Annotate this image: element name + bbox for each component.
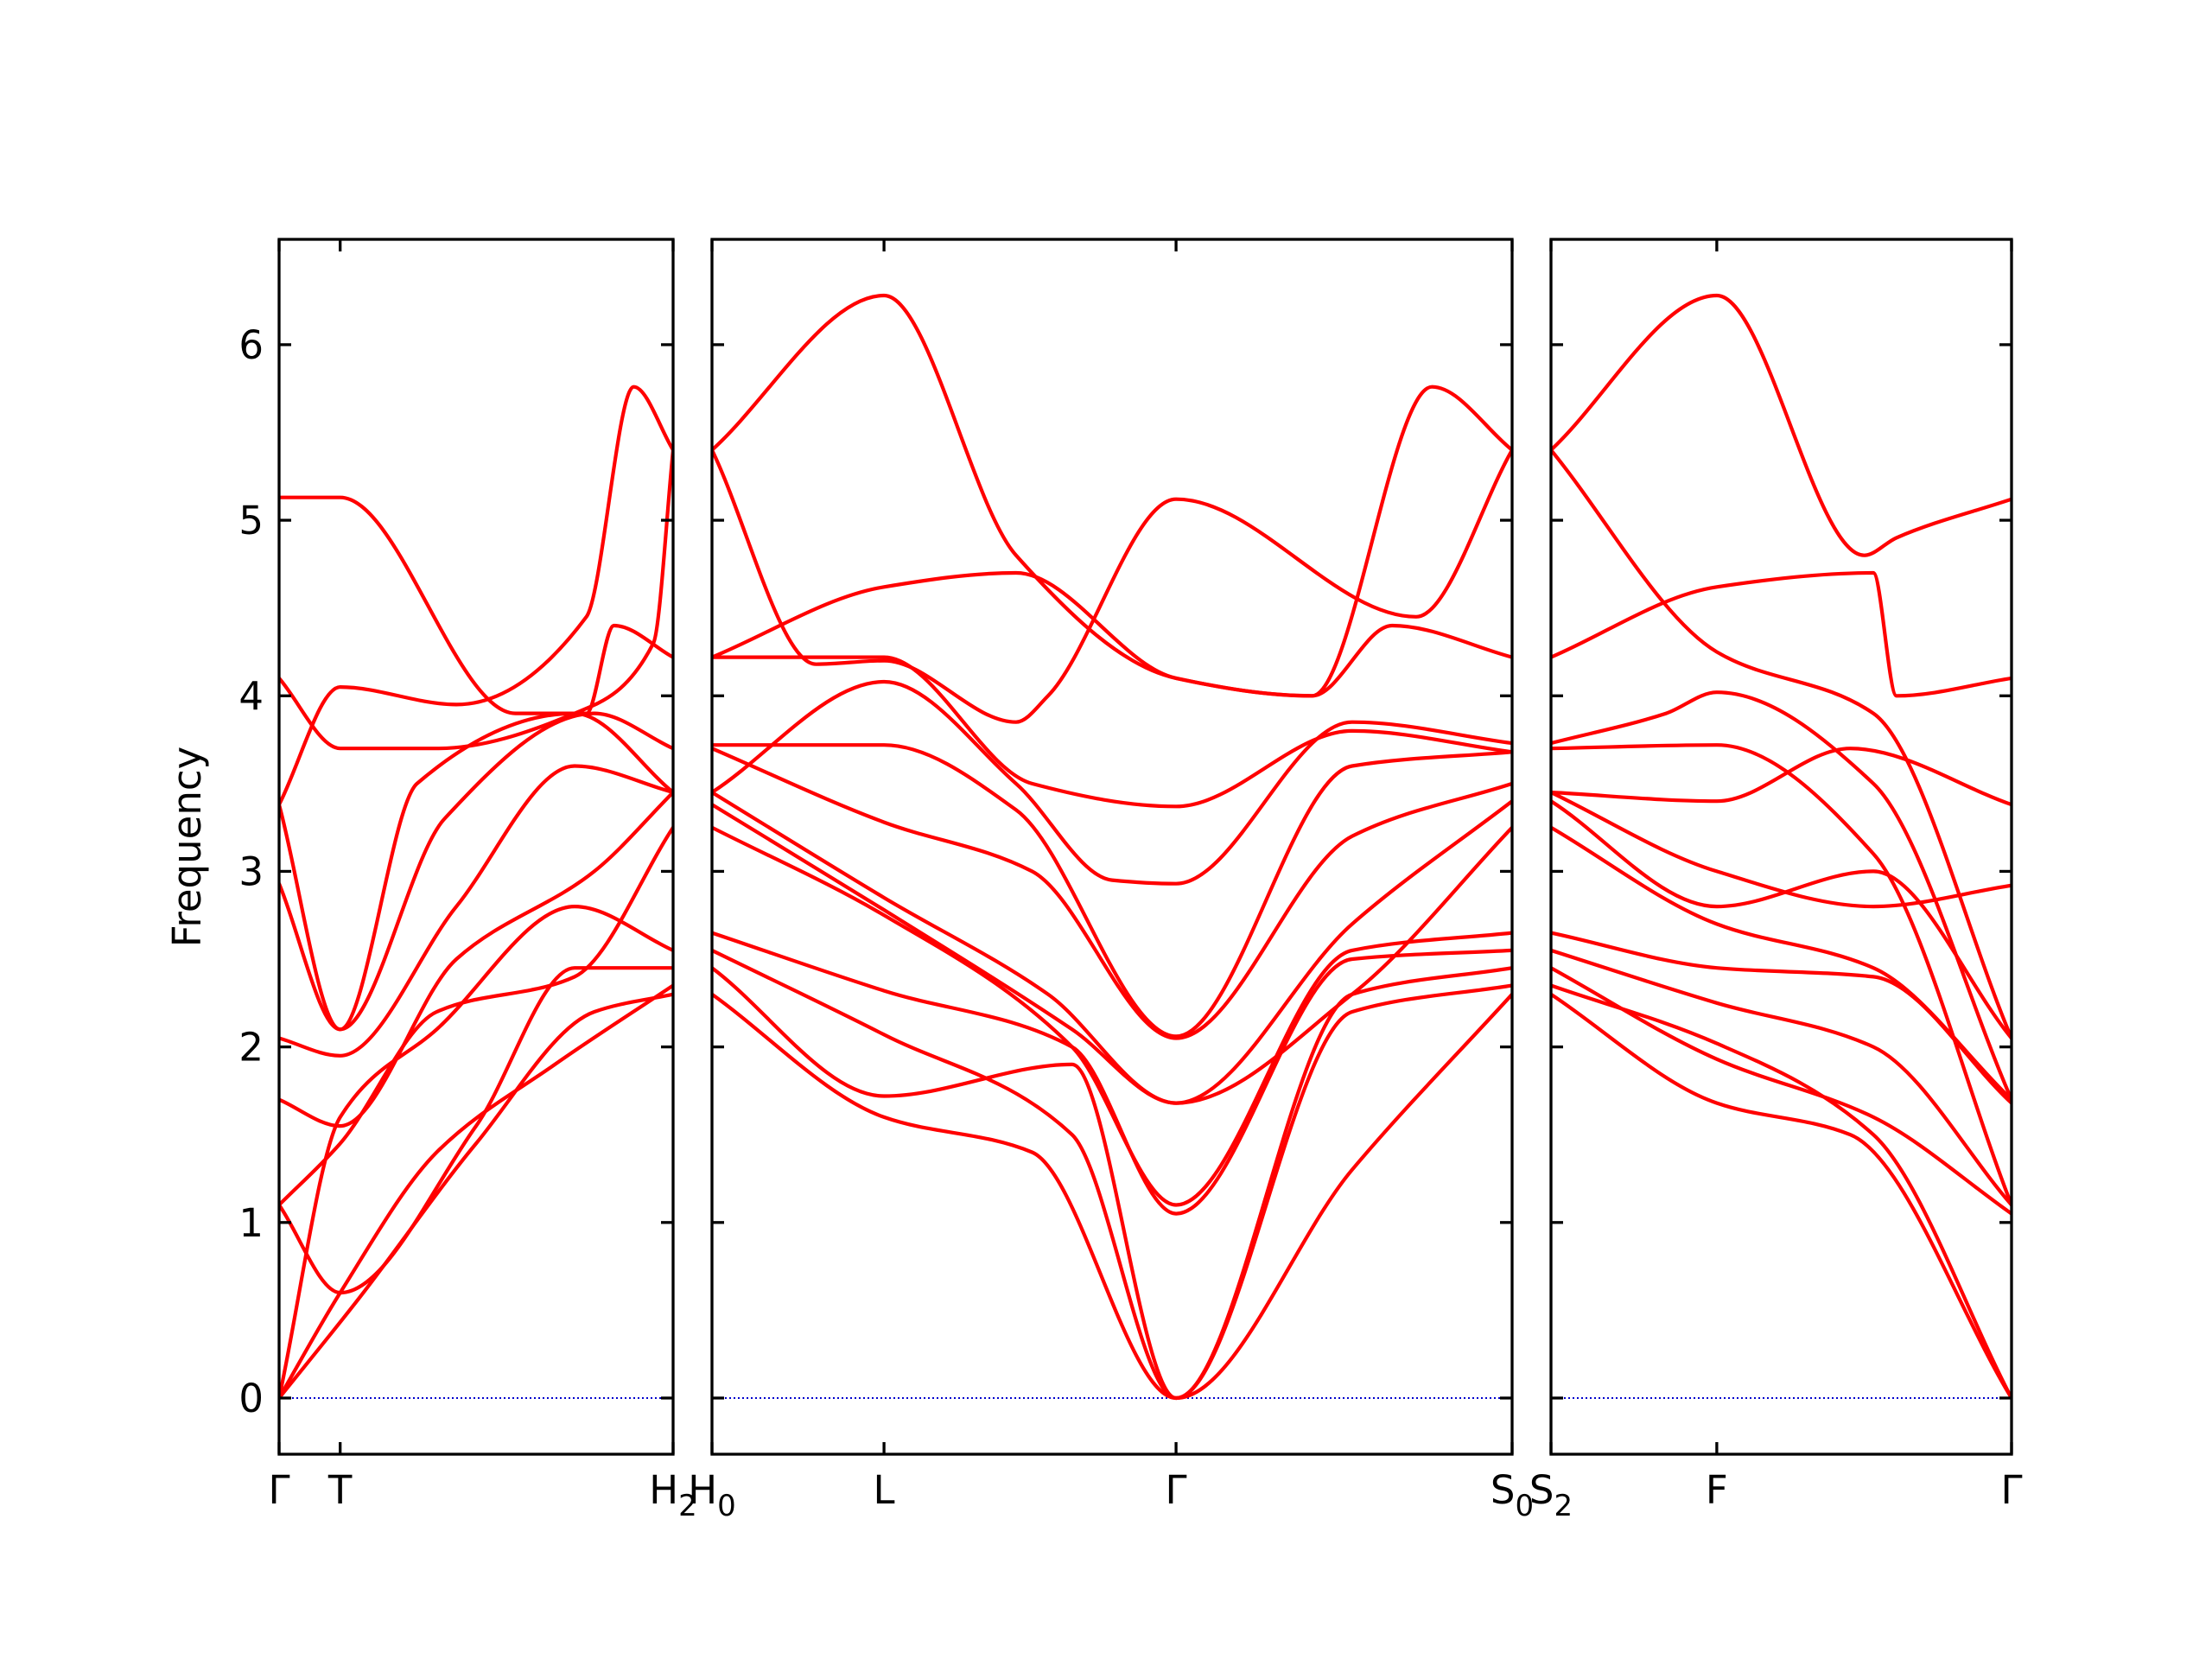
y-tick-label: 4 <box>238 673 264 719</box>
band-line-11 <box>279 495 673 715</box>
band-group <box>279 385 673 1401</box>
y-tick-label: 2 <box>238 1025 264 1071</box>
band-line-2 <box>1551 983 2012 1401</box>
band-line-13 <box>1551 448 2012 1040</box>
band-line-9 <box>712 743 1512 1039</box>
panel-3: S2 F Γ <box>1529 238 2023 1523</box>
y-tick-label: 3 <box>238 849 264 894</box>
band-line-7 <box>712 790 1512 1105</box>
band-line-5 <box>279 825 673 1207</box>
band-line-9 <box>1551 747 2012 807</box>
y-tick-label: 0 <box>238 1376 264 1421</box>
band-line-2 <box>279 992 673 1401</box>
x-tick-label: Γ <box>1166 1467 1187 1513</box>
band-line-4 <box>279 905 673 1401</box>
y-axis-label-group: Frequency <box>164 747 210 947</box>
band-line-6 <box>1551 825 2012 1102</box>
band-line-1 <box>279 983 673 1401</box>
band-line-11 <box>712 655 1512 809</box>
band-line-7 <box>1551 799 2012 1040</box>
band-line-9 <box>279 711 673 1032</box>
band-group <box>712 293 1512 1401</box>
band-line-3 <box>1551 966 2012 1216</box>
band-line-11 <box>1551 690 2012 1102</box>
band-line-8 <box>712 747 1512 1040</box>
band-group <box>1551 293 2012 1401</box>
band-line-3 <box>279 966 673 1295</box>
x-tick-label: F <box>1706 1467 1728 1513</box>
band-line-14 <box>712 293 1512 698</box>
band-line-8 <box>1551 790 2012 909</box>
panel-frame <box>710 238 1514 1456</box>
y-tick-label: 6 <box>238 322 264 368</box>
band-line-1 <box>712 992 1512 1401</box>
band-line-10 <box>1551 743 2012 1207</box>
x-tick-label: S2 <box>1529 1467 1573 1523</box>
panel-frame <box>1549 238 2013 1456</box>
band-line-13 <box>712 448 1512 724</box>
x-tick-label: T <box>327 1467 353 1513</box>
panel-2: H0 L Γ S0 <box>688 238 1534 1523</box>
y-tick-label: 1 <box>238 1200 264 1246</box>
band-line-12 <box>712 570 1512 698</box>
x-tick-label: Γ <box>2000 1467 2022 1513</box>
band-line-12 <box>279 385 673 807</box>
y-axis-label: Frequency <box>164 747 210 947</box>
x-tick-label: L <box>874 1467 895 1513</box>
x-tick-label: S0 <box>1491 1467 1534 1523</box>
panel-frame <box>277 238 675 1456</box>
band-line-12 <box>1551 570 2012 698</box>
band-line-8 <box>279 711 673 1032</box>
band-line-1 <box>1551 992 2012 1401</box>
band-line-10 <box>279 448 673 751</box>
band-line-4 <box>1551 948 2012 1207</box>
band-line-7 <box>279 764 673 1058</box>
band-line-10 <box>712 679 1512 886</box>
y-tick-label: 5 <box>238 498 264 543</box>
band-line-5 <box>712 825 1512 1207</box>
x-tick-label: Γ <box>268 1467 289 1513</box>
band-line-14 <box>1551 293 2012 557</box>
band-line-2 <box>712 966 1512 1401</box>
band-line-6 <box>279 790 673 1128</box>
